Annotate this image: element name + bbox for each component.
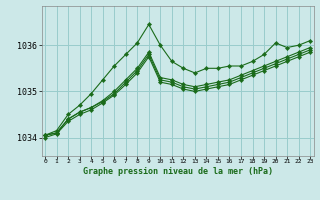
- X-axis label: Graphe pression niveau de la mer (hPa): Graphe pression niveau de la mer (hPa): [83, 167, 273, 176]
